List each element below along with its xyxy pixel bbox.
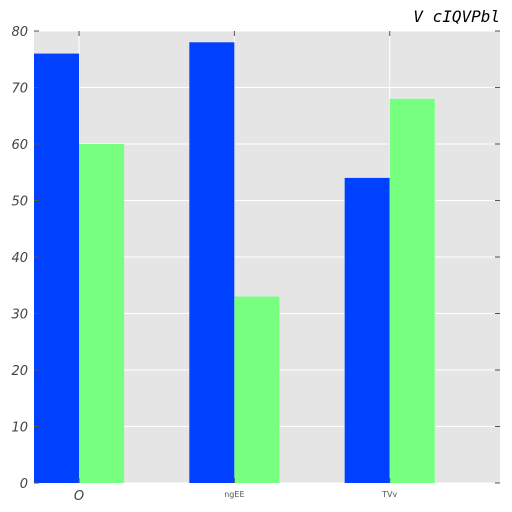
tick-marks: [34, 30, 500, 484]
y-tick-label: 60: [11, 138, 28, 153]
y-tick-label: 0: [20, 477, 28, 492]
bar-series1-0: [34, 53, 80, 483]
y-tick-label: 20: [11, 364, 28, 379]
bar-series2-2: [389, 98, 435, 484]
bar-series2-0: [79, 144, 125, 483]
y-tick-label: 10: [11, 421, 28, 436]
y-tick-label: 80: [11, 25, 28, 40]
bar-series2-1: [234, 296, 280, 483]
bars: [34, 42, 435, 484]
x-tick-label: TVv: [381, 490, 397, 499]
x-tick-label: ngEE: [224, 490, 244, 499]
y-tick-labels: 0 10 20 30 40 50 60 70 80: [11, 25, 28, 492]
y-tick-label: 40: [11, 251, 28, 266]
y-tick-label: 30: [11, 308, 28, 323]
bar-series1-1: [189, 42, 235, 484]
chart-title: V cIQVPbl: [413, 7, 500, 26]
y-tick-label: 50: [11, 195, 28, 210]
x-tick-label: O: [74, 489, 84, 504]
y-tick-label: 70: [11, 82, 28, 97]
bar-series1-2: [344, 177, 390, 483]
